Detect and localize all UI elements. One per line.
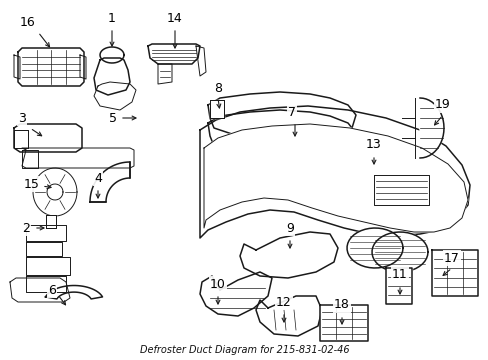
Polygon shape [158,64,172,84]
Text: 13: 13 [366,139,381,152]
Polygon shape [26,257,70,275]
Text: 19: 19 [434,99,450,112]
Polygon shape [33,168,77,216]
Text: 18: 18 [333,298,349,311]
Polygon shape [148,44,200,64]
Text: 17: 17 [443,252,459,265]
Text: Defroster Duct Diagram for 215-831-02-46: Defroster Duct Diagram for 215-831-02-46 [140,345,348,355]
Polygon shape [371,232,427,272]
Bar [14,130,28,148]
Text: 5: 5 [109,112,117,125]
Text: 8: 8 [214,81,222,94]
Polygon shape [207,92,355,140]
Text: 3: 3 [18,112,26,125]
Polygon shape [282,126,305,150]
Text: 9: 9 [285,221,293,234]
Polygon shape [22,148,134,168]
Text: 1: 1 [108,12,116,24]
Text: 12: 12 [276,296,291,309]
Polygon shape [10,278,70,302]
Polygon shape [207,110,355,158]
Polygon shape [14,124,82,152]
Polygon shape [385,268,411,304]
Text: 2: 2 [22,221,30,234]
Polygon shape [18,48,84,86]
Polygon shape [196,46,205,76]
Polygon shape [94,58,130,95]
Polygon shape [100,47,124,63]
Text: 6: 6 [48,284,56,297]
Polygon shape [47,184,63,200]
Polygon shape [431,250,477,296]
Polygon shape [14,55,20,79]
Polygon shape [45,285,102,299]
Text: 10: 10 [210,278,225,291]
Polygon shape [26,225,66,241]
Polygon shape [209,100,224,118]
Text: 11: 11 [391,269,407,282]
Polygon shape [80,55,86,79]
Polygon shape [90,162,130,202]
Polygon shape [46,215,56,228]
Polygon shape [256,296,321,336]
Polygon shape [346,228,402,268]
Polygon shape [200,106,469,238]
Polygon shape [94,82,136,110]
Text: 15: 15 [24,177,40,190]
Text: 7: 7 [287,105,295,118]
Polygon shape [203,124,467,232]
Polygon shape [200,272,271,316]
Text: 14: 14 [167,12,183,24]
Polygon shape [26,276,66,292]
Polygon shape [373,175,428,205]
Text: 16: 16 [20,15,36,28]
Polygon shape [26,242,62,256]
Text: 4: 4 [94,171,102,184]
Polygon shape [319,305,367,341]
Polygon shape [419,98,443,158]
Polygon shape [240,232,337,278]
